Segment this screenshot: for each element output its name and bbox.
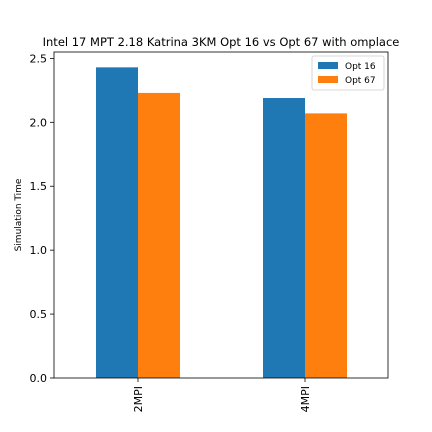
legend-label: Opt 16 [345, 62, 376, 72]
legend-swatch [318, 76, 338, 83]
y-tick-label: 0.5 [30, 308, 48, 321]
bar-opt-16-2mpi [96, 67, 138, 378]
legend: Opt 16 Opt 67 [311, 55, 385, 91]
x-axis-ticks: 2MPI 4MPI [132, 378, 312, 412]
chart-title: Intel 17 MPT 2.18 Katrina 3KM Opt 16 vs … [43, 35, 400, 49]
y-tick-label: 2.0 [30, 116, 48, 129]
y-axis-label: Simulation Time [14, 178, 24, 251]
legend-label: Opt 67 [345, 76, 376, 86]
y-tick-label: 1.0 [30, 244, 48, 257]
bar-opt-67-4mpi [305, 113, 347, 378]
bar-opt-67-2mpi [138, 92, 180, 379]
y-axis-ticks: 0.0 0.5 1.0 1.5 2.0 2.5 [30, 52, 54, 385]
bars-group [96, 67, 347, 379]
y-tick-label: 2.5 [30, 52, 48, 65]
bar-opt-16-4mpi [263, 98, 305, 378]
x-tick-label: 2MPI [132, 386, 145, 412]
legend-swatch [318, 62, 338, 69]
plot-frame [53, 51, 389, 379]
y-tick-label: 0.0 [30, 372, 48, 385]
x-tick-label: 4MPI [299, 386, 312, 412]
y-tick-label: 1.5 [30, 180, 48, 193]
